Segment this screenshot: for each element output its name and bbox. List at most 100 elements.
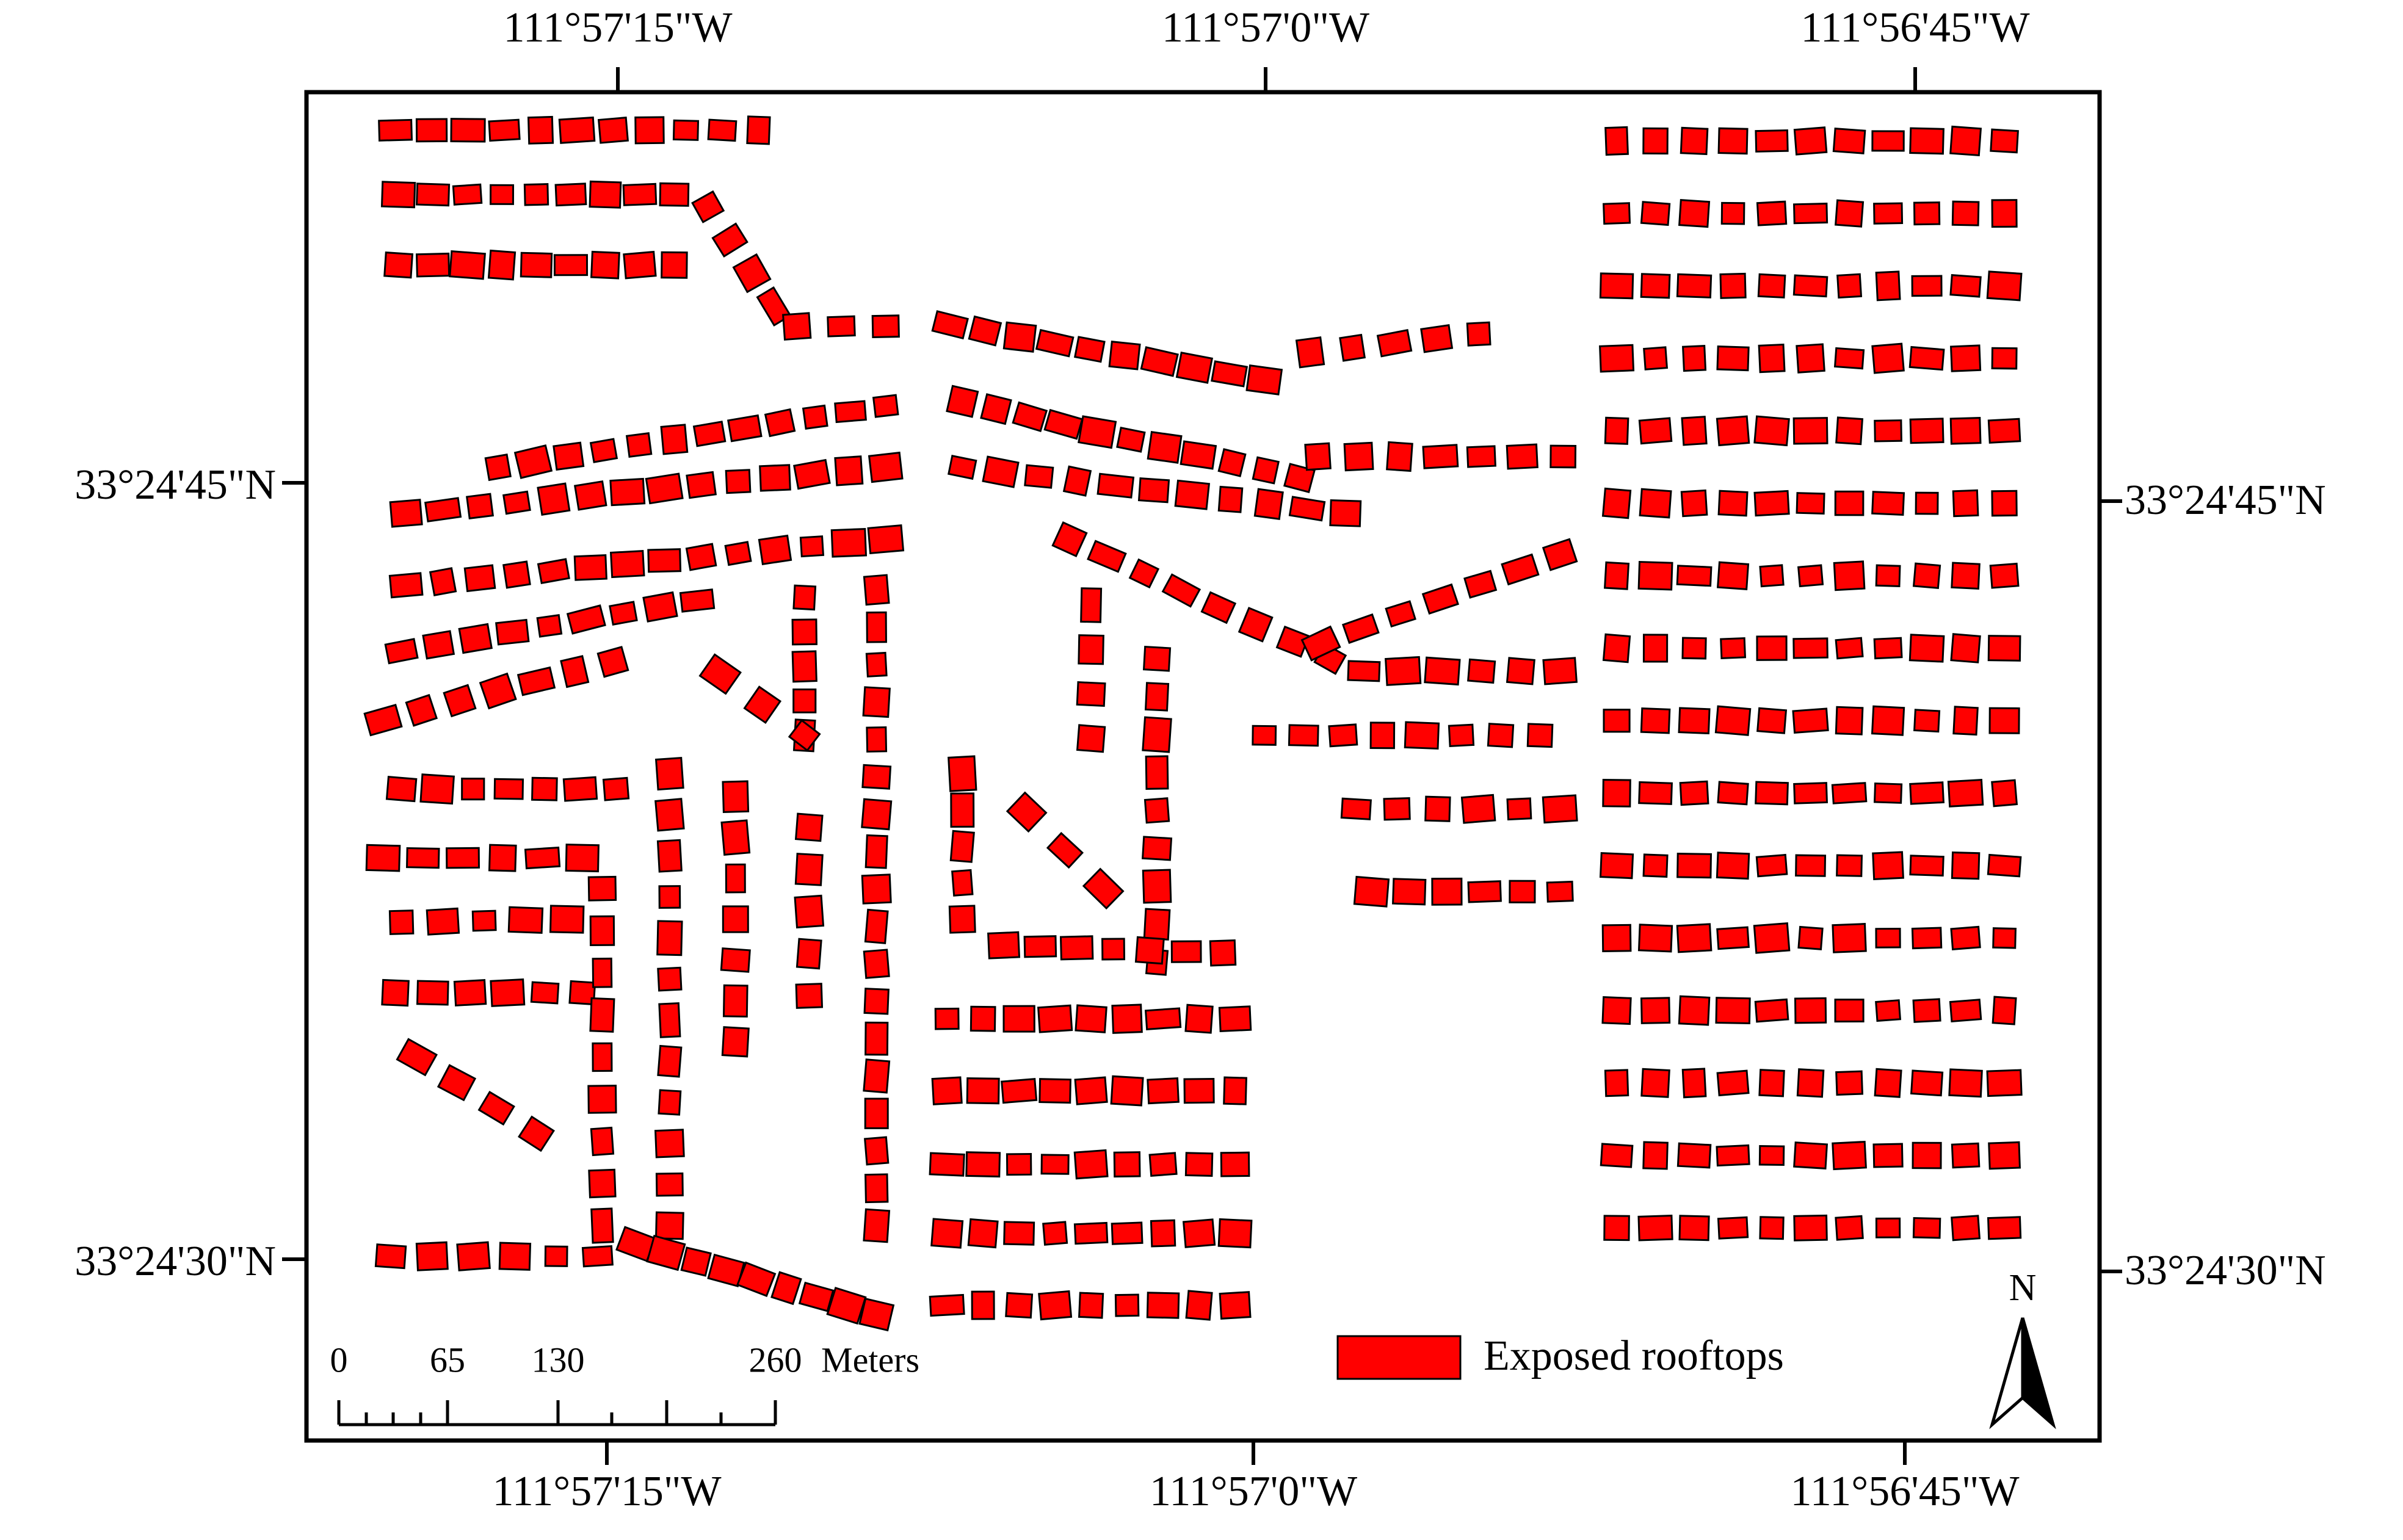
rooftop (1834, 490, 1865, 516)
rooftop (1369, 721, 1396, 750)
rooftop (1128, 558, 1160, 589)
rooftop (791, 650, 817, 683)
rooftop (654, 756, 684, 791)
rooftop (931, 310, 969, 340)
rooftop (623, 250, 657, 280)
rooftop (1329, 499, 1362, 527)
rooftop (1217, 448, 1247, 477)
rooftop (645, 472, 684, 505)
rooftop (1875, 927, 1901, 949)
rooftop (1005, 1292, 1034, 1319)
rooftop (1796, 343, 1825, 374)
rooftop (1913, 201, 1941, 226)
rooftops (363, 115, 2023, 1332)
rooftop (388, 909, 415, 935)
rooftop (1835, 416, 1864, 446)
rooftop (1073, 336, 1106, 363)
rooftop (1833, 347, 1865, 370)
rooftop (1639, 488, 1672, 519)
rooftop (502, 490, 531, 515)
rooftop (1676, 565, 1713, 587)
rooftop (589, 997, 615, 1033)
rooftop (1386, 441, 1413, 472)
rooftop (1640, 1068, 1670, 1098)
rooftop (396, 1038, 438, 1077)
rooftop (672, 119, 700, 141)
rooftop (1989, 562, 2020, 589)
rooftop (654, 798, 685, 832)
rooftop (573, 554, 607, 581)
rooftop (861, 873, 892, 905)
rooftop (1638, 781, 1673, 805)
rooftop (488, 844, 517, 872)
rooftop (449, 250, 486, 280)
rooftop (656, 920, 683, 956)
rooftop (736, 1261, 777, 1298)
rooftop (1640, 707, 1671, 734)
rooftop (1912, 562, 1941, 590)
rooftop (1753, 415, 1790, 447)
rooftop (1184, 1152, 1214, 1177)
rooftop (1951, 851, 1981, 880)
rooftop (949, 830, 975, 863)
rooftop (487, 249, 516, 281)
rooftop (516, 666, 556, 696)
rooftop (1175, 351, 1214, 384)
rooftop (1759, 564, 1785, 588)
rooftop (680, 1246, 712, 1277)
rooftop (727, 414, 763, 443)
bottom-label: 111°56'45"W (1790, 1468, 2019, 1515)
rooftop (679, 588, 716, 613)
rooftop (1006, 791, 1048, 833)
rooftop (1756, 200, 1788, 226)
rooftop (968, 315, 1002, 347)
rooftop (951, 869, 974, 897)
rooftop (1601, 487, 1632, 519)
rooftop (1871, 342, 1905, 374)
rooftop (422, 630, 455, 660)
rooftop (1717, 781, 1749, 806)
rooftop (1549, 444, 1577, 469)
rooftop (1304, 442, 1332, 471)
rooftop (868, 451, 904, 483)
rooftop (1949, 999, 1982, 1023)
rooftop (866, 726, 888, 753)
rooftop (1835, 637, 1864, 660)
rooftop (1467, 658, 1496, 684)
rooftop (1604, 1069, 1629, 1097)
rooftop (1101, 938, 1126, 961)
rooftop (592, 1042, 613, 1072)
rooftop (484, 454, 512, 482)
rooftop (861, 798, 893, 831)
rooftop (596, 646, 629, 678)
rooftop (1676, 923, 1713, 953)
rooftop (1949, 125, 1982, 157)
rooftop (463, 564, 496, 593)
rooftop (1642, 853, 1669, 878)
rooftop (1796, 1068, 1825, 1098)
rooftop (1035, 328, 1075, 358)
rooftop (388, 572, 424, 599)
rooftop (461, 778, 485, 801)
rooftop (1219, 1291, 1252, 1320)
rooftop (437, 1064, 477, 1102)
rooftop (1078, 634, 1104, 665)
rooftop (661, 251, 688, 279)
rooftop (1758, 343, 1786, 374)
rooftop (573, 480, 607, 511)
rooftop (1421, 583, 1460, 615)
rooftop (788, 719, 821, 752)
rooftop (1506, 443, 1539, 470)
rooftop (1385, 600, 1416, 628)
rooftop (1046, 831, 1084, 869)
rooftop (1431, 877, 1463, 906)
rooftop (1006, 1153, 1032, 1176)
rooftop (622, 183, 658, 206)
rooftop (1716, 415, 1750, 447)
rooftop (725, 469, 752, 494)
rooftop (1111, 1221, 1144, 1245)
rooftop (826, 1287, 867, 1325)
rooftop (1911, 275, 1943, 297)
rooftop (865, 651, 888, 678)
rooftop (863, 1208, 891, 1243)
